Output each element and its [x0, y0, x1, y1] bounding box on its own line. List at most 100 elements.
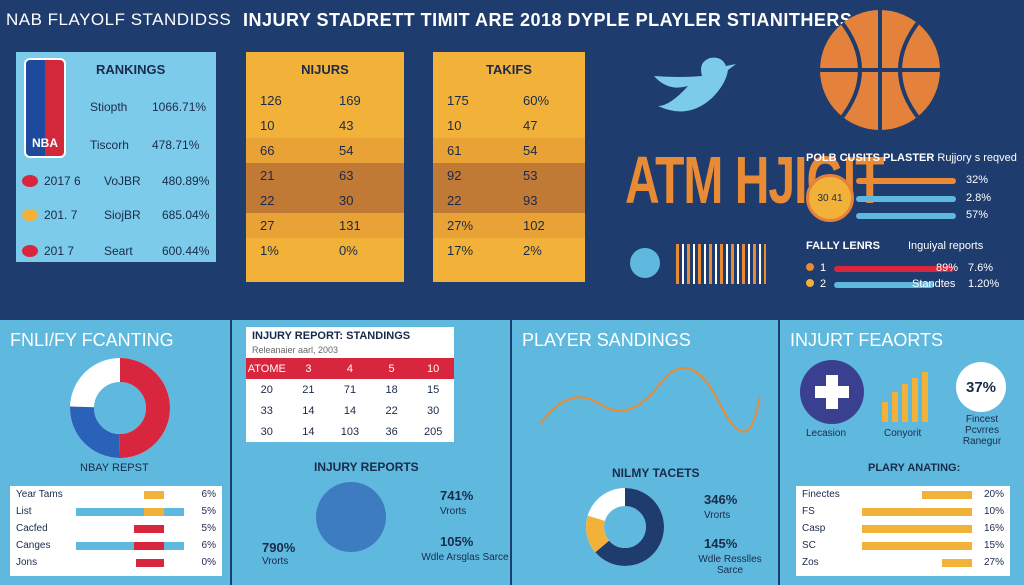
table-row: 66 54: [246, 138, 404, 163]
legend-value: 1.20%: [968, 278, 1000, 290]
bar-2: [856, 196, 956, 202]
table-row: 1% 0%: [260, 243, 358, 258]
page-subtitle: NAB FLAYOLF STANDIDSS: [6, 10, 232, 29]
fally-label: FALLY LENRS: [806, 240, 880, 252]
percent-badge: 37%: [956, 362, 1006, 412]
rankings-title: RANKINGS: [96, 62, 166, 77]
table-row: 10 43: [260, 118, 354, 133]
table-title: INJURY REPORT: STANDINGS: [252, 330, 411, 342]
nba-logo: NBA: [24, 58, 66, 158]
stripe-graphic: [676, 244, 766, 284]
list-item: SC 15%: [802, 540, 1004, 551]
section-title: INJURY REPORTS: [314, 460, 419, 474]
legend-row: 2: [806, 278, 826, 290]
bar-chart-icon: [882, 372, 928, 422]
stat-label: Vrorts: [704, 510, 731, 521]
panel-forecasting: FNLI/FY FCANTING NBAY REPST Year Tams 6% …: [0, 318, 230, 585]
table-row: 20 21 71 18 15: [260, 383, 440, 396]
table-row: 33 14 14 22 30: [260, 404, 440, 417]
list-item: Jons 0%: [16, 557, 216, 568]
flag-icon: [22, 245, 38, 257]
ranking-row: 201. 7 SiojBR 685.04%: [22, 208, 209, 222]
medical-cross-icon: [800, 360, 864, 424]
globe-icon: [630, 248, 660, 278]
table-row: 92 53: [433, 163, 585, 188]
donut-chart: [586, 488, 664, 566]
table-row: 22 93: [433, 188, 585, 213]
list-item: FS 10%: [802, 506, 1004, 517]
stat-value: 790%: [262, 540, 296, 555]
player-circle-icon: [316, 482, 386, 552]
bar-1: [856, 178, 956, 184]
table-row: 61 54: [433, 138, 585, 163]
panel-player-standings: PLAYER SANDINGS NILMY TACETS 346% Vrorts…: [512, 318, 778, 585]
takifs-table-title: TAKIFS: [486, 62, 532, 77]
reports-label: Inguiyal reports: [908, 240, 984, 252]
icon-label: Lecasion: [806, 428, 847, 439]
legend-row: 1: [806, 262, 826, 274]
rankings-panel: NBA RANKINGS Stiopth 1066.71% Tiscorh 478.…: [16, 52, 216, 262]
table-row: 30 14 103 36 205: [260, 425, 443, 438]
icon-label: Conyorit: [884, 428, 922, 439]
table-row: 126 169: [260, 93, 361, 108]
bar-value: 2.8%: [966, 192, 992, 204]
section-title: NILMY TACETS: [612, 466, 700, 480]
legend-title: POLB CUSITS PLASTER Rujjory s reqved: [806, 152, 1017, 164]
panel-title: PLAYER SANDINGS: [522, 330, 691, 350]
stat-label: Vrorts: [262, 556, 289, 567]
table-row: 27 131: [246, 213, 404, 238]
stat-value: 346%: [704, 492, 738, 507]
list-item: Casp 16%: [802, 523, 1004, 534]
injuries-table: NIJURS 126 169 10 43 66 54 21 63 22 30 27 131 …: [246, 52, 404, 282]
list-title: PLARY ANATING:: [868, 462, 961, 474]
list-item: List 5%: [16, 506, 216, 517]
legend-value: 7.6%: [968, 262, 994, 274]
standings-table: INJURY REPORT: STANDINGS Releanaier aarl…: [246, 327, 454, 442]
ranking-row: 2017 6 VoJBR 480.89%: [22, 174, 209, 188]
stat-value: 145%: [704, 536, 738, 551]
bar-3: [856, 213, 956, 219]
bar-red: [834, 266, 954, 272]
table-row: 22 30: [246, 188, 404, 213]
basketball-icon: [820, 10, 940, 130]
table-row: 17% 2%: [447, 243, 542, 258]
list-title: NBAY REPST: [80, 462, 149, 474]
stat-label: Wdle Resslles Sarce: [698, 554, 762, 576]
flag-icon: [22, 175, 38, 187]
trend-line: [540, 367, 760, 433]
donut-badge: 30 41: [806, 174, 854, 222]
stat-value: 741%: [440, 488, 474, 503]
table-row: 21 63: [246, 163, 404, 188]
ranking-row: 201 7 Seart 600.44%: [22, 244, 209, 258]
list-item: Cacfed 5%: [16, 523, 216, 534]
forecast-list: Year Tams 6% List 5% Cacfed 5% Canges 6% Jon…: [10, 486, 222, 576]
injuries-table-title: NIJURS: [301, 62, 349, 77]
bar-value: 57%: [966, 209, 989, 221]
stat-value: 105%: [440, 534, 474, 549]
rating-list: Finectes 20% FS 10% Casp 16% SC 15% Zos 27%: [796, 486, 1010, 576]
takifs-table: TAKIFS 175 60% 10 47 61 54 92 53 22 93 27% 102…: [433, 52, 585, 282]
table-row: 10 47: [447, 118, 538, 133]
bar-blue: [834, 282, 934, 288]
icon-label: Fincest Pcvrres Ranegur: [962, 414, 1002, 447]
panel-title: FNLI/FY FCANTING: [10, 330, 174, 350]
table-subtitle: Releanaier aarl, 2003: [252, 345, 339, 355]
donut-chart: [70, 358, 170, 458]
page-title: INJURY STADRETT TIMIT ARE 2018 DYPLE PLA…: [243, 10, 853, 30]
panel-injury-reports: INJURT FEAORTS Lecasion Conyorit 37% Fin…: [780, 318, 1024, 585]
list-item: Zos 27%: [802, 557, 1004, 568]
panel-title: INJURT FEAORTS: [790, 330, 944, 350]
table-row: 27% 102: [433, 213, 585, 238]
bird-icon: [654, 57, 736, 112]
list-item: Canges 6%: [16, 540, 216, 551]
bar-value: 32%: [966, 174, 989, 186]
list-item: Year Tams 6%: [16, 489, 216, 500]
table-header: ATOME 3 4 5 10: [246, 358, 454, 379]
list-item: Finectes 20%: [802, 489, 1004, 500]
legend-value: 89%: [936, 262, 959, 274]
ranking-row: Stiopth 1066.71%: [90, 100, 207, 114]
ranking-row: Tiscorh 478.71%: [90, 138, 200, 152]
table-row: 175 60%: [447, 93, 550, 108]
legend-value: Standtes: [912, 278, 956, 290]
flag-icon: [22, 209, 38, 221]
